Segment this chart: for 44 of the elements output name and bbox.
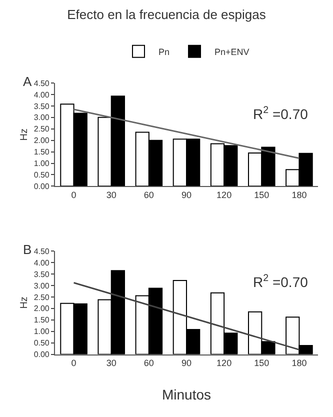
- y-axis-title: Hz: [18, 296, 30, 309]
- legend-label: Pn+ENV: [214, 46, 250, 57]
- x-tick-label: 30: [106, 190, 116, 200]
- y-tick-label: 1.50: [34, 316, 50, 325]
- y-tick-label: 2.00: [34, 136, 50, 146]
- x-tick-label: 90: [181, 358, 192, 368]
- x-tick-label: 180: [292, 190, 307, 200]
- x-tick-label: 90: [181, 190, 192, 200]
- y-tick-label: 3.50: [34, 102, 50, 111]
- y-tick-label: 4.00: [34, 90, 50, 100]
- y-tick-label: 3.00: [34, 281, 50, 290]
- x-tick-label: 180: [292, 358, 307, 368]
- annotation: R$^{2}$ =0.70: [253, 273, 308, 290]
- y-tick-label: 2.50: [34, 292, 50, 302]
- y-tick-label: 1.50: [34, 148, 50, 157]
- x-tick-label: 60: [144, 190, 154, 200]
- y-tick-label: 2.50: [34, 124, 50, 134]
- y-tick-label: 4.00: [34, 258, 50, 268]
- legend-label: Pn: [158, 46, 170, 57]
- y-tick-label: 3.50: [34, 270, 50, 279]
- x-axis-title: Minutos: [162, 386, 212, 402]
- text: A: [23, 74, 32, 89]
- y-tick-label: 0.00: [34, 182, 50, 191]
- x-tick-label: 30: [106, 358, 116, 368]
- text: B: [23, 242, 32, 257]
- y-axis-title: Hz: [18, 128, 30, 141]
- y-tick-label: 3.00: [34, 113, 50, 122]
- y-tick-label: 2.00: [34, 304, 50, 314]
- x-tick-label: 0: [71, 358, 76, 368]
- chart-title: Efecto en la frecuencia de espigas: [67, 7, 266, 22]
- y-tick-label: 0.00: [34, 350, 50, 360]
- x-tick-label: 150: [254, 358, 270, 368]
- x-tick-label: 0: [71, 190, 76, 200]
- x-tick-label: 150: [254, 190, 270, 200]
- y-tick-label: 0.50: [34, 170, 50, 180]
- annotation: R$^{2}$ =0.70: [253, 105, 308, 122]
- x-tick-label: 120: [216, 358, 232, 368]
- x-tick-label: 120: [216, 190, 232, 200]
- y-tick-label: 1.00: [34, 327, 50, 336]
- y-tick-label: 0.50: [34, 338, 50, 348]
- x-tick-label: 60: [144, 358, 154, 368]
- y-tick-label: 4.50: [34, 246, 50, 256]
- y-tick-label: 4.50: [34, 78, 50, 88]
- y-tick-label: 1.00: [34, 159, 50, 168]
